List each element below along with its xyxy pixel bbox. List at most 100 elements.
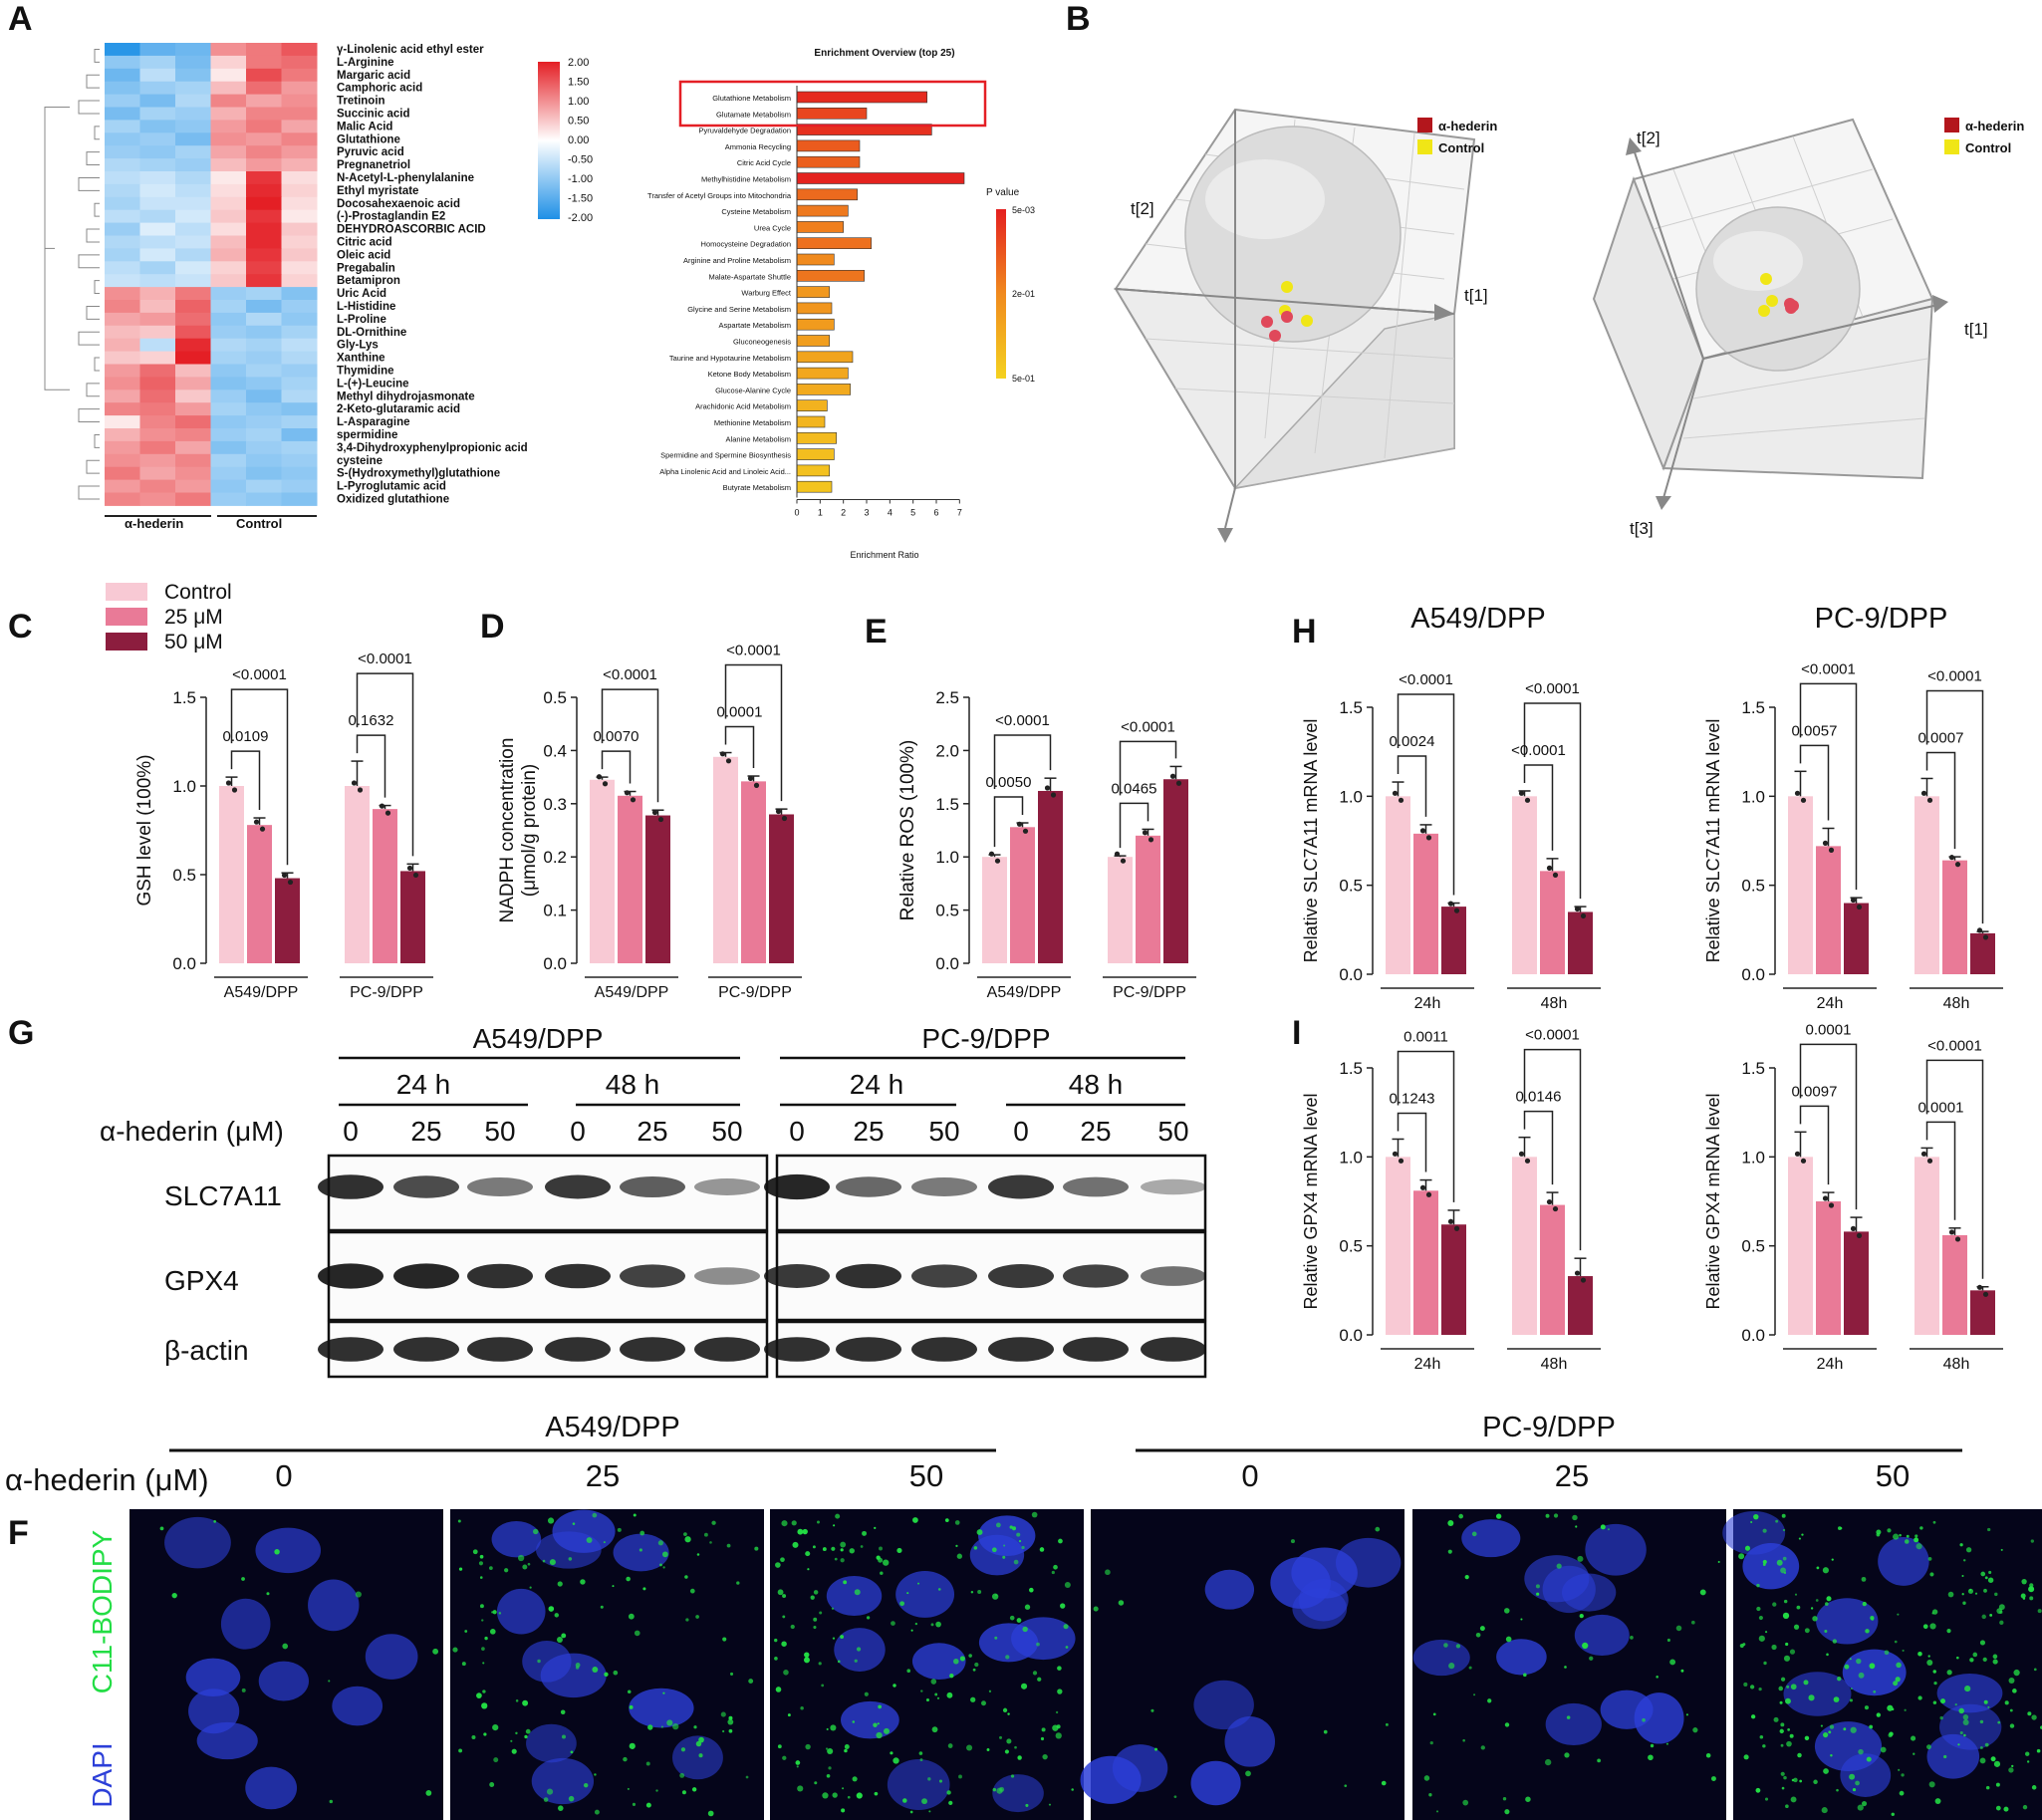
- bodipy-puncta: [1022, 1626, 1028, 1633]
- bar: [1788, 796, 1813, 974]
- wb-band: [393, 1337, 459, 1362]
- bodipy-puncta: [948, 1800, 953, 1805]
- bodipy-puncta: [792, 1541, 799, 1548]
- bodipy-puncta: [847, 1795, 851, 1799]
- svg-text:α-hederin: α-hederin: [1965, 119, 2024, 133]
- heatmap-cell: [139, 338, 176, 353]
- heatmap-cell: [105, 492, 140, 506]
- bodipy-puncta: [812, 1545, 816, 1549]
- heat-scale-tick: -0.50: [568, 154, 593, 166]
- metabolite-label: N-Acetyl-L-phenylalanine: [337, 172, 474, 184]
- bodipy-puncta: [1544, 1758, 1552, 1766]
- bodipy-puncta: [1775, 1519, 1779, 1523]
- bodipy-puncta: [1922, 1624, 1928, 1630]
- bodipy-puncta: [1780, 1743, 1784, 1747]
- data-point: [1546, 865, 1553, 871]
- enrichment-bar: [796, 188, 858, 201]
- bodipy-puncta: [282, 1643, 289, 1650]
- bodipy-puncta: [844, 1744, 850, 1749]
- bodipy-puncta: [1675, 1625, 1682, 1632]
- bodipy-puncta: [266, 1592, 270, 1596]
- dendrogram-branch: [94, 433, 100, 448]
- metabolite-label: Succinic acid: [337, 109, 410, 121]
- heatmap-cell: [175, 261, 211, 275]
- y-axis-label: Relative SLC7A11 mRNA level: [1703, 719, 1723, 963]
- heatmap-cell: [210, 312, 247, 327]
- enrichment-x-tick-label: 6: [933, 508, 938, 518]
- heatmap-cell: [105, 287, 140, 301]
- bodipy-puncta: [1055, 1732, 1062, 1739]
- nucleus: [1190, 1760, 1241, 1806]
- bodipy-puncta: [1983, 1699, 1988, 1704]
- bodipy-puncta: [452, 1647, 458, 1653]
- bodipy-puncta: [832, 1637, 836, 1640]
- bodipy-puncta: [1048, 1803, 1051, 1806]
- bodipy-puncta: [1812, 1616, 1818, 1622]
- pathway-label: Glutathione Metabolism: [712, 94, 791, 103]
- bodipy-puncta: [1992, 1659, 1998, 1665]
- data-point: [1822, 1195, 1829, 1201]
- bodipy-puncta: [1290, 1539, 1295, 1544]
- bodipy-puncta: [878, 1557, 884, 1563]
- enrichment-bar: [796, 108, 868, 120]
- pathway-label: Citric Acid Cycle: [737, 158, 791, 167]
- heatmap-cell: [139, 364, 176, 378]
- bodipy-puncta: [1381, 1780, 1387, 1786]
- heatmap-cell: [139, 235, 176, 249]
- heatmap-cell: [105, 171, 140, 185]
- pca-left-axis-t2: t[2]: [1131, 199, 1154, 218]
- heatmap-cell: [281, 325, 318, 340]
- heatmap-cell: [281, 43, 318, 57]
- bodipy-puncta: [1780, 1567, 1787, 1574]
- bodipy-puncta: [1990, 1756, 1996, 1762]
- bar: [1844, 1231, 1869, 1335]
- heatmap-cell: [175, 287, 211, 301]
- heatmap-cell: [175, 492, 211, 506]
- bodipy-puncta: [1758, 1688, 1762, 1691]
- bodipy-puncta: [1564, 1752, 1570, 1758]
- bodipy-puncta: [639, 1530, 645, 1536]
- nucleus: [164, 1516, 231, 1569]
- bodipy-puncta: [1786, 1740, 1792, 1747]
- bodipy-puncta: [833, 1524, 836, 1527]
- enrichment-bar: [796, 399, 828, 412]
- bodipy-puncta: [1039, 1547, 1045, 1552]
- data-point: [357, 787, 364, 793]
- bar: [1441, 907, 1466, 974]
- bodipy-puncta: [1897, 1613, 1900, 1616]
- bodipy-puncta: [1779, 1728, 1784, 1734]
- wb-dose: 25: [1080, 1116, 1111, 1147]
- wb-band: [545, 1263, 611, 1289]
- sig-bracket: [356, 734, 386, 798]
- pathway-label: Ammonia Recycling: [725, 142, 791, 151]
- bodipy-puncta: [818, 1662, 822, 1666]
- heatmap-cell: [281, 351, 318, 365]
- nucleus: [491, 1521, 542, 1558]
- bar: [219, 786, 244, 963]
- heat-scale-tick: 1.00: [568, 96, 589, 108]
- bodipy-puncta: [479, 1604, 484, 1609]
- nucleus: [1783, 1672, 1852, 1716]
- bodipy-puncta: [1898, 1768, 1901, 1771]
- bodipy-puncta: [1699, 1589, 1706, 1596]
- bodipy-puncta: [1468, 1666, 1472, 1670]
- wb-dose: 0: [570, 1116, 586, 1147]
- p-value: 0.0050: [986, 774, 1032, 791]
- bodipy-puncta: [629, 1742, 636, 1749]
- y-axis-label: Relative GPX4 mRNA level: [1301, 1093, 1321, 1309]
- data-point: [1552, 872, 1559, 878]
- heatmap-cell: [139, 209, 176, 224]
- heatmap-cell: [105, 107, 140, 121]
- y-tick-label: 0.1: [543, 902, 567, 920]
- bodipy-puncta: [1962, 1714, 1969, 1720]
- data-point: [1425, 1191, 1432, 1197]
- bodipy-puncta: [814, 1781, 818, 1785]
- data-point: [1524, 797, 1531, 803]
- bodipy-puncta: [711, 1520, 716, 1525]
- bodipy-puncta: [938, 1779, 943, 1783]
- bodipy-puncta: [1984, 1742, 1989, 1747]
- bodipy-puncta: [1857, 1804, 1864, 1811]
- y-tick-label: 0.4: [543, 741, 567, 760]
- bodipy-puncta: [1798, 1537, 1801, 1540]
- bodipy-puncta: [797, 1785, 804, 1792]
